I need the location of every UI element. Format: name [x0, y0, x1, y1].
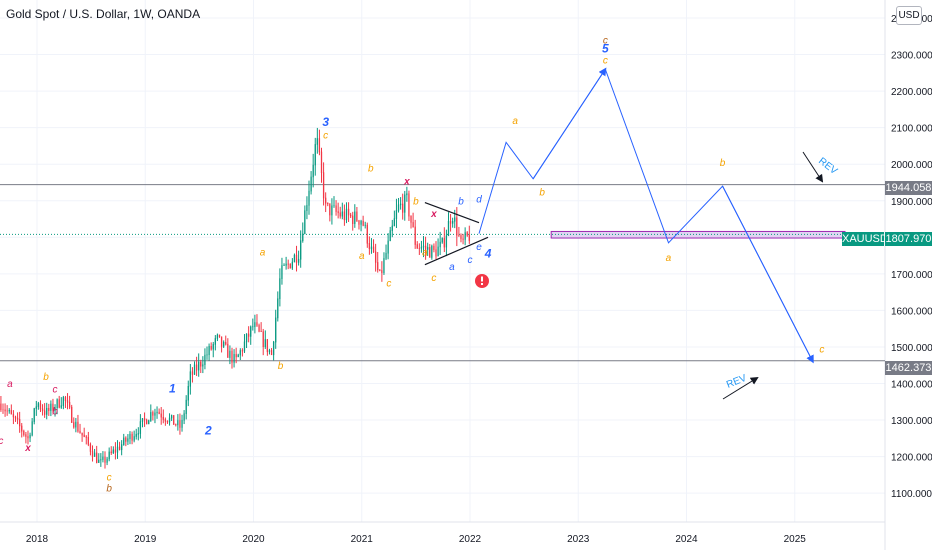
wave-label: c	[819, 344, 824, 355]
wave-label: a	[422, 248, 428, 259]
wave-label: x	[24, 443, 31, 454]
wave-label: c	[603, 56, 608, 67]
wave-label: c	[53, 385, 58, 396]
y-tick-label: 1900.000	[891, 197, 932, 208]
chart-title: Gold Spot / U.S. Dollar, 1W, OANDA	[6, 7, 201, 21]
projection-arrow-peak	[532, 67, 607, 180]
symbol-badge: XAUUSD	[842, 232, 888, 246]
rev-annotation-upper: REV	[816, 156, 839, 178]
x-tick-label: 2021	[351, 534, 374, 545]
current-price-badge: 1807.970	[885, 232, 932, 246]
level-badge-upper: 1944.058	[885, 181, 932, 195]
projection-arrow	[722, 185, 814, 364]
y-tick-label: 1100.000	[891, 489, 932, 500]
x-tick-label: 2025	[784, 534, 807, 545]
x-tick-label: 2018	[26, 534, 49, 545]
projection-path	[478, 68, 814, 362]
wave-label: a	[512, 116, 518, 127]
x-tick-label: 2020	[242, 534, 265, 545]
wave-label: 3	[322, 115, 329, 129]
rev-arrow-upper	[802, 151, 824, 183]
level-badge-lower: 1462.373	[885, 361, 932, 375]
wave-label: c	[603, 36, 608, 47]
wave-label: 1	[169, 382, 176, 396]
wave-label: 4	[484, 246, 492, 260]
wave-label: c	[468, 255, 473, 266]
y-tick-label: 1700.000	[891, 270, 932, 281]
y-tick-label: 1200.000	[891, 453, 932, 464]
wave-label: a	[449, 262, 455, 273]
wave-label: c	[0, 436, 3, 447]
wave-label: a	[359, 251, 365, 262]
x-tick-label: 2022	[459, 534, 482, 545]
wave-label: x	[403, 176, 410, 187]
wave-label: c	[386, 279, 391, 290]
y-tick-label: 1600.000	[891, 306, 932, 317]
wave-label: x	[430, 209, 437, 220]
wave-label: d	[476, 195, 482, 206]
y-tick-label: 2000.000	[891, 160, 932, 171]
wave-label: b	[539, 187, 545, 198]
wave-label: c	[323, 131, 328, 142]
y-tick-label: 2300.000	[891, 51, 932, 62]
x-tick-label: 2023	[567, 534, 590, 545]
wave-label: c	[431, 273, 436, 284]
wave-label: b	[720, 158, 726, 169]
triangle-upper-line	[424, 202, 480, 224]
price-zone	[550, 230, 846, 239]
wave-label: 5	[602, 42, 609, 56]
wave-label: a	[666, 253, 672, 264]
wave-label: a	[7, 379, 13, 390]
rev-annotation-lower: REV	[725, 373, 748, 391]
wave-label: a	[260, 248, 266, 259]
x-tick-label: 2019	[134, 534, 157, 545]
wave-label: b	[413, 196, 419, 207]
y-tick-label: 1300.000	[891, 416, 932, 427]
warning-icon	[475, 274, 489, 288]
wave-label: b	[43, 372, 49, 383]
wave-label: b	[278, 361, 284, 372]
wave-label: b	[52, 407, 58, 418]
y-tick-label: 1400.000	[891, 380, 932, 391]
y-tick-label: 2100.000	[891, 124, 932, 135]
y-tick-label: 2200.000	[891, 87, 932, 98]
x-tick-label: 2024	[675, 534, 698, 545]
y-tick-label: 1500.000	[891, 343, 932, 354]
wave-label: b	[458, 196, 464, 207]
currency-button[interactable]: USD	[896, 6, 922, 25]
rev-arrow-lower	[722, 376, 759, 400]
wave-label: c	[107, 472, 112, 483]
wave-label: b	[106, 483, 112, 494]
wave-label: b	[368, 164, 374, 175]
wave-label: 2	[204, 424, 212, 438]
candles	[0, 127, 470, 469]
wave-label: e	[476, 242, 482, 253]
triangle-lower-line	[424, 236, 489, 266]
